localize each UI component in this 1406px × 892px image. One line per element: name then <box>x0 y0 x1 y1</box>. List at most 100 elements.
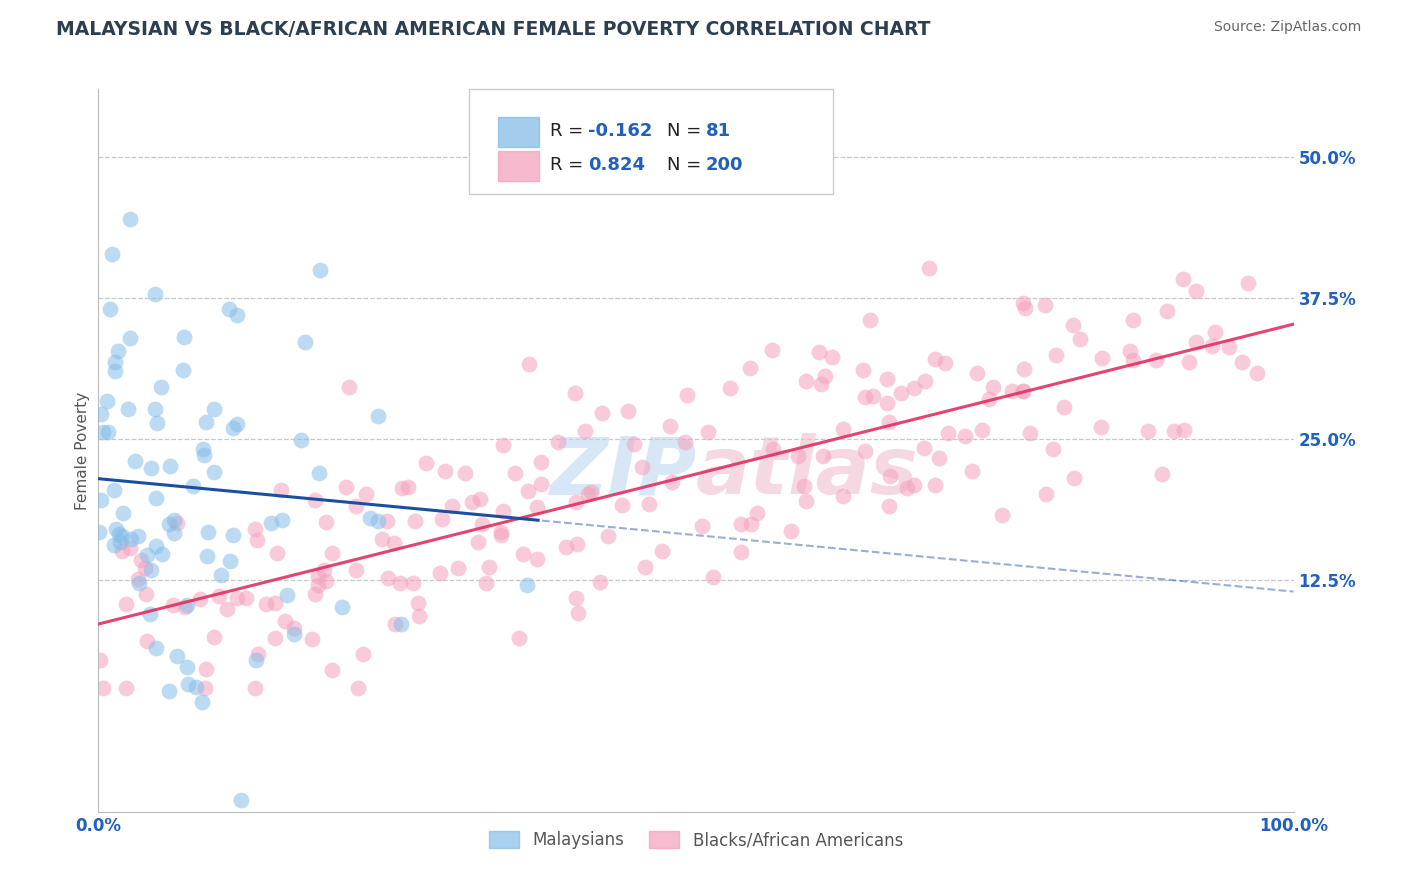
Blacks/African Americans <box>924 352 946 367</box>
Text: R =: R = <box>550 122 589 140</box>
Blacks/African Americans <box>564 386 586 401</box>
Malaysians <box>270 513 292 527</box>
Blacks/African Americans <box>853 390 876 404</box>
Malaysians <box>124 453 146 467</box>
Blacks/African Americans <box>1185 335 1208 350</box>
Blacks/African Americans <box>579 485 602 500</box>
Malaysians <box>97 425 120 440</box>
Malaysians <box>209 567 232 582</box>
Blacks/African Americans <box>516 483 538 498</box>
Malaysians <box>163 526 186 541</box>
Blacks/African Americans <box>1137 425 1160 439</box>
Blacks/African Americans <box>991 508 1014 523</box>
Blacks/African Americans <box>508 632 530 646</box>
Blacks/African Americans <box>1019 425 1042 440</box>
Blacks/African Americans <box>1150 467 1173 482</box>
Blacks/African Americans <box>977 392 1000 407</box>
Blacks/African Americans <box>675 388 697 402</box>
Text: N =: N = <box>668 122 707 140</box>
Malaysians <box>202 466 225 480</box>
Blacks/African Americans <box>173 599 195 614</box>
Blacks/African Americans <box>1011 384 1033 398</box>
Blacks/African Americans <box>966 366 988 380</box>
Blacks/African Americans <box>565 591 588 605</box>
Blacks/African Americans <box>489 528 512 542</box>
Malaysians <box>193 448 215 462</box>
Blacks/African Americans <box>591 406 613 420</box>
Blacks/African Americans <box>135 586 157 600</box>
Malaysians <box>159 458 181 473</box>
Malaysians <box>283 627 305 641</box>
FancyBboxPatch shape <box>470 89 834 194</box>
Malaysians <box>193 442 215 457</box>
Malaysians <box>108 535 131 549</box>
Blacks/African Americans <box>567 606 589 620</box>
Malaysians <box>117 402 139 417</box>
Text: -0.162: -0.162 <box>589 122 652 140</box>
Blacks/African Americans <box>467 534 489 549</box>
Blacks/African Americans <box>762 442 785 456</box>
Blacks/African Americans <box>430 512 453 526</box>
Blacks/African Americans <box>578 487 600 501</box>
Blacks/African Americans <box>876 396 898 410</box>
Malaysians <box>135 548 157 562</box>
Blacks/African Americans <box>1119 344 1142 359</box>
Blacks/African Americans <box>1001 384 1024 398</box>
Blacks/African Americans <box>808 345 831 359</box>
Blacks/African Americans <box>270 483 292 498</box>
Malaysians <box>226 417 249 431</box>
Blacks/African Americans <box>1218 340 1240 354</box>
Malaysians <box>202 402 225 417</box>
Blacks/African Americans <box>1122 352 1144 367</box>
Malaysians <box>191 695 214 709</box>
Blacks/African Americans <box>215 602 238 616</box>
Blacks/African Americans <box>461 495 484 509</box>
Text: MALAYSIAN VS BLACK/AFRICAN AMERICAN FEMALE POVERTY CORRELATION CHART: MALAYSIAN VS BLACK/AFRICAN AMERICAN FEMA… <box>56 20 931 38</box>
Malaysians <box>141 460 163 475</box>
Blacks/African Americans <box>1045 348 1067 362</box>
Blacks/African Americans <box>384 617 406 632</box>
Blacks/African Americans <box>960 464 983 478</box>
Malaysians <box>177 677 200 691</box>
Blacks/African Americans <box>831 423 853 437</box>
Blacks/African Americans <box>697 425 720 440</box>
Blacks/African Americans <box>1230 355 1253 369</box>
Blacks/African Americans <box>914 375 936 389</box>
Malaysians <box>219 554 242 568</box>
Blacks/African Americans <box>1201 339 1223 353</box>
Blacks/African Americans <box>761 343 783 357</box>
Blacks/African Americans <box>934 356 956 370</box>
Blacks/African Americans <box>530 477 553 491</box>
Blacks/African Americans <box>811 450 834 464</box>
Malaysians <box>141 563 163 577</box>
Blacks/African Americans <box>903 380 925 394</box>
Blacks/African Americans <box>862 389 884 403</box>
Malaysians <box>218 301 240 316</box>
Text: N =: N = <box>668 156 707 174</box>
Blacks/African Americans <box>315 574 337 589</box>
Blacks/African Americans <box>970 424 993 438</box>
Blacks/African Americans <box>565 537 588 551</box>
Malaysians <box>367 515 389 529</box>
Malaysians <box>91 425 114 440</box>
Text: ZIP: ZIP <box>548 434 696 511</box>
Text: 81: 81 <box>706 122 731 140</box>
Blacks/African Americans <box>912 441 935 455</box>
Blacks/African Americans <box>441 499 464 513</box>
Blacks/African Americans <box>877 500 900 514</box>
Malaysians <box>195 415 218 429</box>
Blacks/African Americans <box>794 494 817 508</box>
Blacks/African Americans <box>1012 296 1035 310</box>
Blacks/African Americans <box>547 435 569 450</box>
Blacks/African Americans <box>512 547 534 561</box>
Blacks/African Americans <box>1012 362 1035 376</box>
Blacks/African Americans <box>406 596 429 610</box>
Blacks/African Americans <box>1062 318 1084 332</box>
Blacks/African Americans <box>391 481 413 495</box>
Malaysians <box>176 598 198 612</box>
Blacks/African Americans <box>740 516 762 531</box>
Blacks/African Americans <box>634 559 657 574</box>
Blacks/African Americans <box>673 435 696 450</box>
Blacks/African Americans <box>475 576 498 591</box>
Malaysians <box>163 513 186 527</box>
